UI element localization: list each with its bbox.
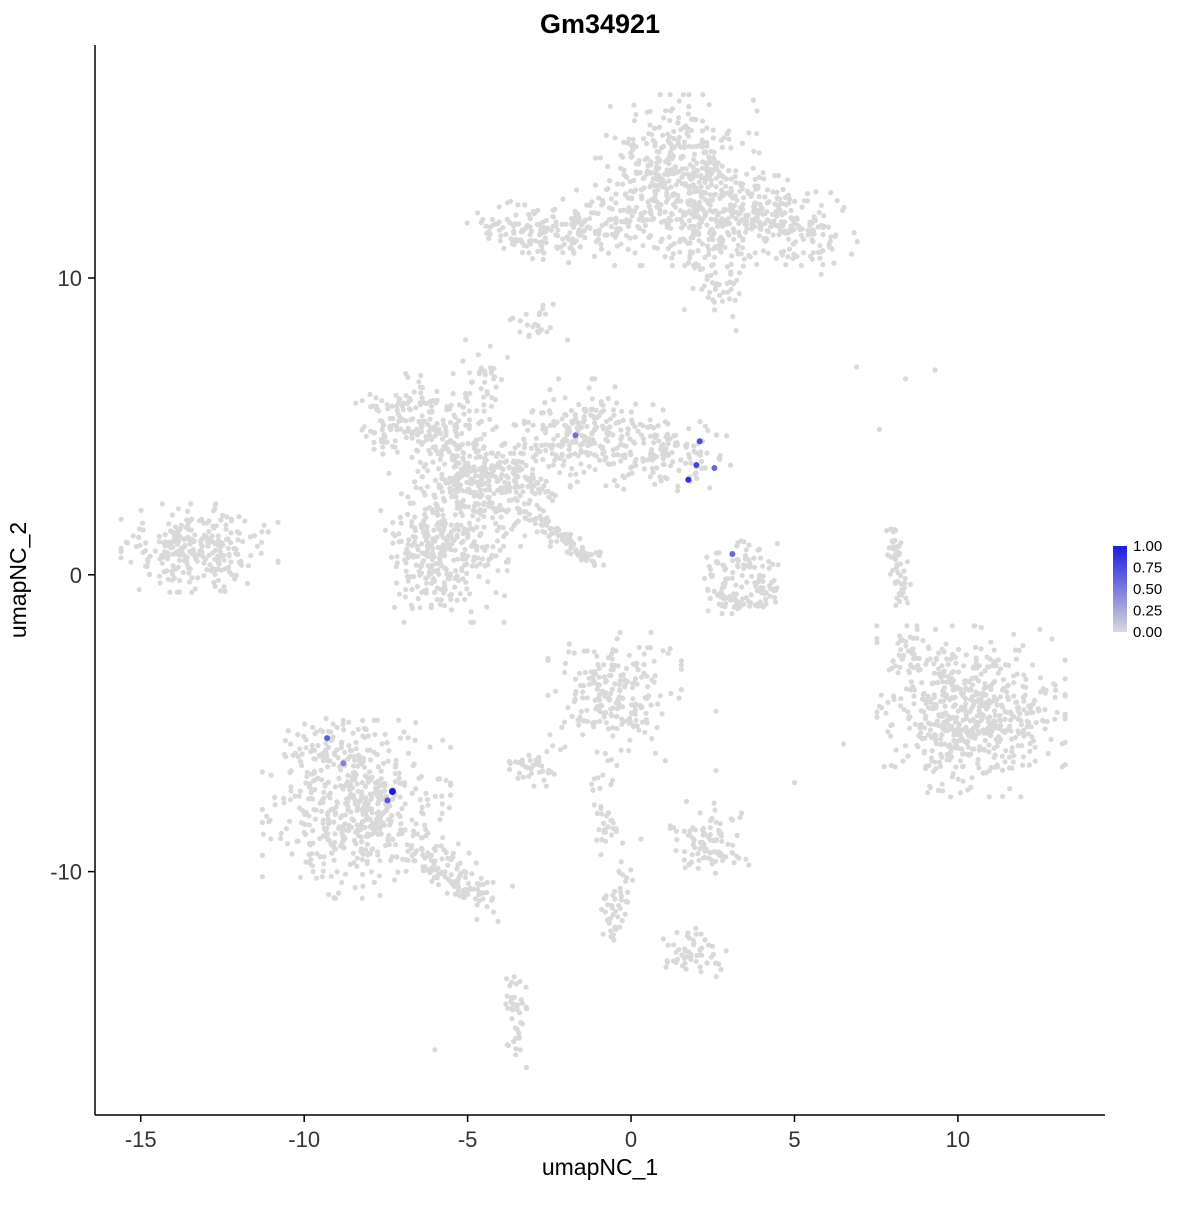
- y-tick-label: -10: [50, 860, 82, 885]
- x-tick-label: -5: [458, 1127, 478, 1152]
- y-tick-label: 0: [70, 563, 82, 588]
- legend-gradient-bar: [1113, 546, 1127, 632]
- legend: 1.00 0.75 0.50 0.25 0.00: [1113, 538, 1162, 641]
- x-axis-label: umapNC_1: [542, 1154, 658, 1180]
- legend-tick-label: 0.00: [1133, 624, 1162, 641]
- x-tick-label: -10: [288, 1127, 320, 1152]
- highlight-points-layer: [324, 432, 736, 804]
- legend-tick-label: 0.50: [1133, 581, 1162, 598]
- points-layer: [118, 92, 1068, 1071]
- x-tick-label: 10: [946, 1127, 970, 1152]
- legend-tick-label: 0.75: [1133, 560, 1162, 577]
- plot-title: Gm34921: [540, 9, 660, 39]
- legend-tick-label: 0.25: [1133, 603, 1162, 620]
- x-tick-label: -15: [125, 1127, 157, 1152]
- x-tick-label: 0: [625, 1127, 637, 1152]
- axes: -15 -10 -5 0 5 10 -10 0 10: [50, 45, 1105, 1152]
- y-tick-label: 10: [58, 266, 82, 291]
- legend-tick-label: 1.00: [1133, 538, 1162, 555]
- x-tick-label: 5: [788, 1127, 800, 1152]
- y-axis-label: umapNC_2: [5, 522, 31, 638]
